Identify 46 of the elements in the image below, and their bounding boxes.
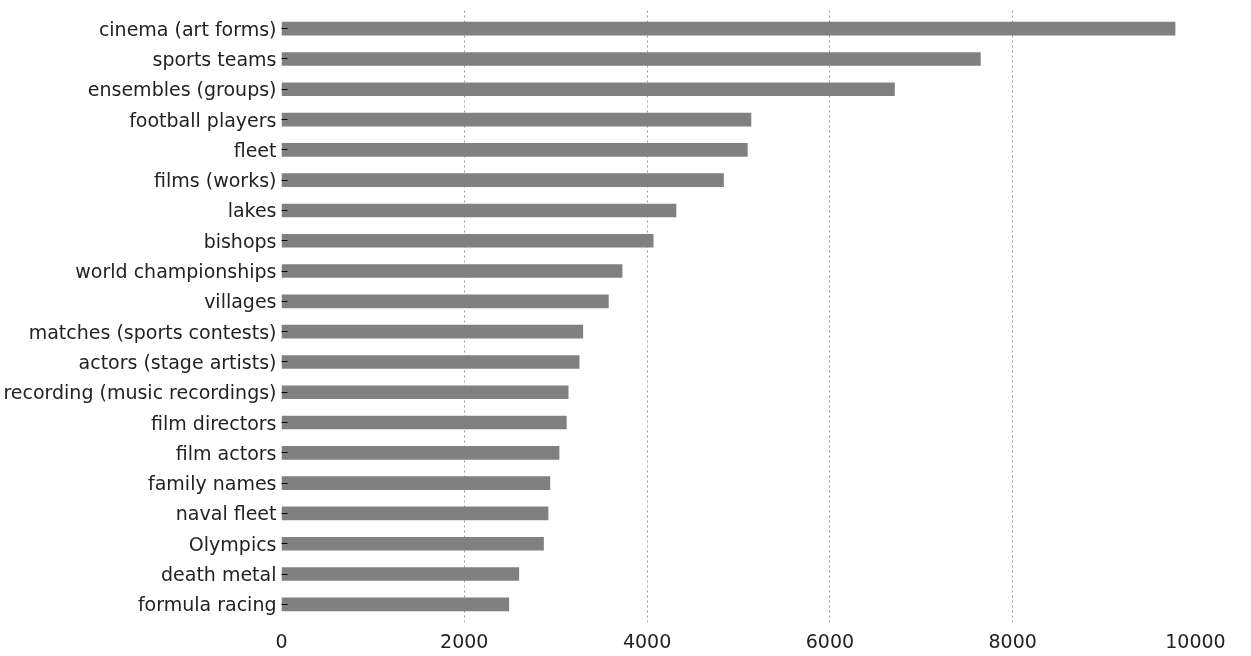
y-tick-label: formula racing [137, 593, 277, 616]
bar [281, 233, 654, 248]
x-tick-label: 6000 [805, 629, 855, 652]
bar [281, 143, 748, 157]
y-tick-label: actors (stage artists) [78, 350, 277, 373]
bar [281, 52, 981, 66]
x-tick-label: 8000 [988, 629, 1037, 652]
y-tick-label: Olympics [188, 532, 277, 555]
y-tick-label: football players [129, 108, 277, 131]
x-tick-label: 2000 [440, 629, 489, 652]
bar [281, 21, 1176, 36]
y-tick-label: villages [204, 290, 277, 313]
bar [281, 173, 724, 187]
y-tick-label: cinema (art forms) [98, 17, 277, 40]
y-tick-label: sports teams [152, 47, 277, 70]
y-tick-label: family names [148, 472, 277, 495]
y-tick-label: matches (sports contests) [28, 320, 277, 343]
bar [281, 536, 544, 551]
y-tick-label: lakes [227, 199, 277, 222]
y-tick-label: bishops [203, 229, 277, 252]
bar [281, 324, 584, 339]
bar [281, 476, 551, 490]
bar [281, 355, 580, 369]
y-tick-label: fleet [233, 138, 277, 161]
bar [281, 597, 510, 612]
bar [281, 506, 549, 521]
bar [281, 203, 677, 218]
y-tick-label: film directors [151, 411, 277, 434]
bar [281, 446, 560, 460]
bar [281, 567, 520, 581]
bar [281, 82, 895, 97]
bar [281, 112, 752, 127]
x-tick-label: 10000 [1165, 629, 1226, 652]
bar [281, 415, 567, 430]
y-tick-label: death metal [161, 563, 277, 586]
x-tick-label: 0 [275, 629, 288, 652]
y-tick-label: world championships [75, 260, 277, 283]
bar [281, 264, 623, 278]
y-tick-label: film actors [175, 441, 277, 464]
y-tick-label: recording (music recordings) [3, 381, 277, 404]
bar [281, 385, 569, 400]
y-tick-label: naval fleet [175, 502, 277, 525]
bar [281, 294, 609, 309]
x-tick-label: 4000 [622, 629, 672, 652]
y-tick-label: ensembles (groups) [87, 78, 277, 101]
y-tick-label: films (works) [154, 169, 277, 192]
